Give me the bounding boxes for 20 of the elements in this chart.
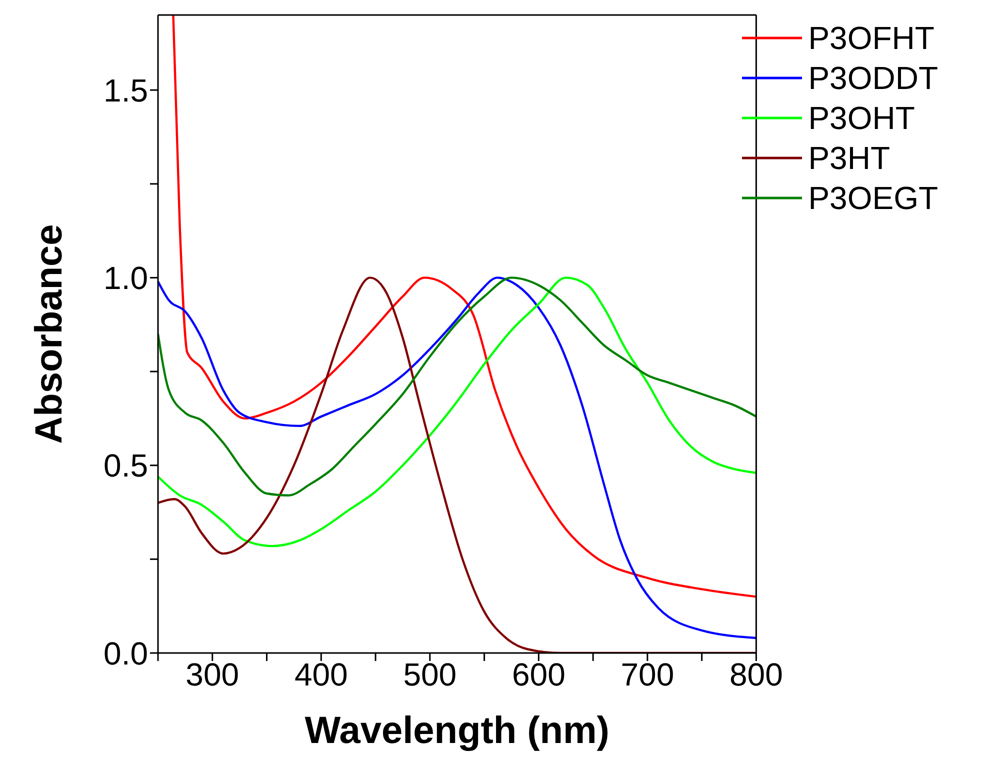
y-tick-label: 0.5: [104, 448, 148, 484]
y-tick-label: 1.5: [104, 72, 148, 108]
x-tick-label: 400: [294, 656, 348, 693]
x-tick-label: 300: [186, 656, 240, 693]
line-series: [158, 276, 756, 548]
x-tick-label: 800: [729, 656, 783, 693]
x-tick-label: 600: [512, 656, 566, 693]
line-series: [172, 15, 756, 598]
x-axis-title: Wavelength (nm): [304, 710, 610, 752]
legend-label: P3ODDT: [808, 60, 938, 96]
x-tick-label: 700: [620, 656, 674, 693]
legend-label: P3OFHT: [808, 20, 934, 56]
y-tick-label: 1.0: [104, 260, 148, 296]
y-axis-title: Absorbance: [28, 224, 70, 444]
line-series: [158, 276, 756, 496]
legend-label: P3OHT: [808, 100, 915, 136]
legend-label: P3OEGT: [808, 180, 938, 216]
legend-label: P3HT: [808, 140, 890, 176]
x-tick-label: 500: [403, 656, 457, 693]
y-tick-label: 0.0: [104, 635, 148, 672]
